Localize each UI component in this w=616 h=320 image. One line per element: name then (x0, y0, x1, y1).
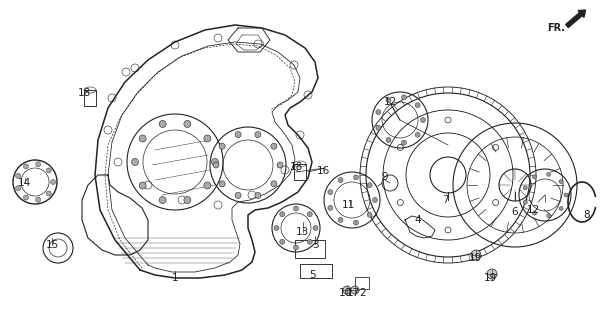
Circle shape (274, 226, 279, 230)
Circle shape (211, 158, 219, 165)
Circle shape (235, 192, 241, 198)
Text: 8: 8 (584, 210, 590, 220)
Circle shape (219, 181, 225, 187)
Text: 14: 14 (17, 178, 31, 188)
Text: 16: 16 (317, 166, 330, 176)
Circle shape (280, 239, 285, 244)
Circle shape (313, 226, 318, 230)
Circle shape (51, 180, 55, 185)
Circle shape (367, 212, 372, 217)
Circle shape (471, 250, 481, 260)
Circle shape (255, 132, 261, 138)
Bar (355, 277, 369, 289)
Circle shape (386, 98, 391, 103)
Bar (84, 90, 96, 106)
Circle shape (354, 175, 359, 180)
Circle shape (46, 191, 51, 196)
Text: 1: 1 (172, 273, 178, 283)
Circle shape (376, 125, 381, 130)
Text: 12: 12 (527, 205, 540, 215)
Circle shape (402, 140, 407, 145)
Circle shape (15, 173, 20, 178)
Text: 7: 7 (442, 195, 448, 205)
Text: 3: 3 (312, 240, 318, 250)
Circle shape (307, 212, 312, 217)
Circle shape (351, 286, 359, 294)
Circle shape (386, 137, 391, 142)
Circle shape (219, 143, 225, 149)
Circle shape (421, 117, 426, 123)
Circle shape (184, 196, 191, 204)
Text: 18: 18 (290, 162, 302, 172)
Circle shape (277, 162, 283, 168)
Circle shape (532, 175, 537, 179)
Circle shape (523, 186, 527, 190)
Text: 2: 2 (360, 288, 367, 298)
Circle shape (487, 269, 497, 279)
Bar (300, 264, 332, 278)
Circle shape (373, 197, 378, 203)
Circle shape (546, 214, 551, 218)
Circle shape (564, 193, 568, 197)
Circle shape (139, 135, 146, 142)
Text: 5: 5 (310, 270, 316, 280)
Circle shape (338, 178, 343, 183)
Circle shape (255, 192, 261, 198)
Text: 12: 12 (383, 97, 397, 107)
Text: 19: 19 (468, 253, 482, 263)
Circle shape (271, 181, 277, 187)
Text: 9: 9 (382, 172, 388, 182)
Text: 19: 19 (484, 273, 496, 283)
Circle shape (343, 286, 351, 294)
Text: 4: 4 (415, 215, 421, 225)
Text: 10: 10 (338, 288, 352, 298)
Text: 17: 17 (346, 288, 360, 298)
Circle shape (559, 180, 563, 183)
Circle shape (415, 103, 420, 108)
Circle shape (36, 162, 41, 167)
Circle shape (293, 206, 299, 211)
Circle shape (328, 190, 333, 195)
Circle shape (280, 212, 285, 217)
Circle shape (546, 172, 551, 176)
Circle shape (235, 132, 241, 138)
Text: FR.: FR. (547, 23, 565, 33)
Circle shape (139, 182, 146, 189)
Circle shape (354, 220, 359, 225)
Circle shape (23, 164, 28, 169)
Text: 15: 15 (46, 240, 59, 250)
Circle shape (159, 120, 166, 127)
Circle shape (532, 211, 537, 215)
Circle shape (293, 245, 299, 250)
Circle shape (338, 217, 343, 222)
Bar (294, 164, 306, 180)
Circle shape (159, 196, 166, 204)
Text: 18: 18 (78, 88, 91, 98)
Circle shape (15, 186, 20, 191)
Circle shape (36, 197, 41, 202)
Circle shape (131, 158, 139, 165)
Bar (295, 240, 325, 258)
Circle shape (376, 110, 381, 115)
Circle shape (213, 162, 219, 168)
Circle shape (271, 143, 277, 149)
Circle shape (307, 239, 312, 244)
Circle shape (184, 120, 191, 127)
FancyArrow shape (565, 10, 586, 28)
Circle shape (415, 132, 420, 137)
Circle shape (402, 95, 407, 100)
Text: 11: 11 (341, 200, 355, 210)
Circle shape (523, 200, 527, 204)
Circle shape (559, 206, 563, 211)
Circle shape (367, 183, 372, 188)
Circle shape (204, 135, 211, 142)
Circle shape (46, 168, 51, 173)
Text: 13: 13 (296, 227, 309, 237)
Circle shape (23, 195, 28, 200)
Circle shape (328, 205, 333, 210)
Circle shape (204, 182, 211, 189)
Text: 6: 6 (512, 207, 518, 217)
